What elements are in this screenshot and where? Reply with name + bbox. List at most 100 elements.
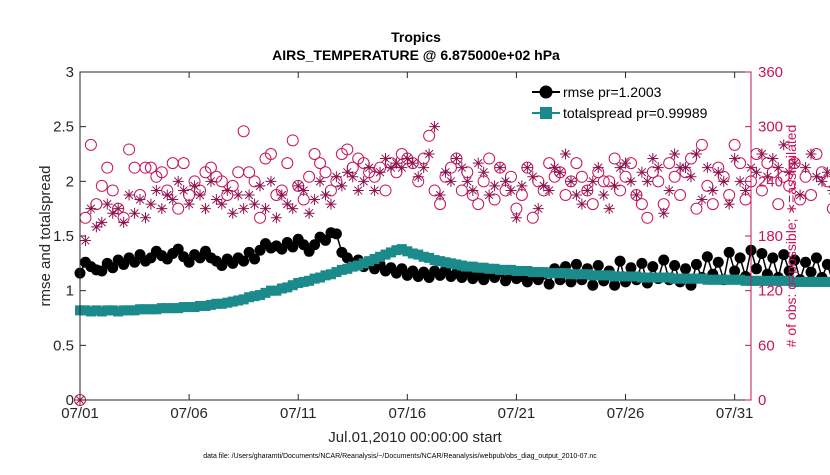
- rmse-point: [636, 258, 647, 269]
- x-tick-label: 07/16: [389, 405, 427, 422]
- rmse-point: [331, 228, 342, 239]
- obs-assimilated-point: [685, 171, 696, 182]
- rmse-point: [702, 251, 713, 262]
- obs-assimilated-point: [347, 171, 358, 182]
- obs-assimilated-point: [729, 153, 740, 164]
- obs-assimilated-point: [227, 208, 238, 219]
- y-right-tick-label: 300: [758, 119, 783, 136]
- obs-assimilated-point: [391, 158, 402, 169]
- obs-assimilated-point: [375, 167, 386, 178]
- obs-assimilated-point: [560, 149, 571, 160]
- obs-assimilated-point: [516, 180, 527, 191]
- obs-possible-point: [691, 203, 702, 214]
- obs-assimilated-point: [282, 199, 293, 210]
- obs-assimilated-point: [615, 162, 626, 173]
- obs-assimilated-point: [707, 185, 718, 196]
- rmse-point: [800, 257, 811, 268]
- rmse-point: [724, 247, 735, 258]
- obs-assimilated-point: [380, 153, 391, 164]
- obs-possible-point: [107, 185, 118, 196]
- obs-assimilated-point: [555, 167, 566, 178]
- obs-assimilated-point: [200, 203, 211, 214]
- obs-assimilated-point: [287, 203, 298, 214]
- obs-possible-point: [173, 203, 184, 214]
- obs-assimilated-point: [647, 153, 658, 164]
- obs-assimilated-point: [489, 180, 500, 191]
- obs-assimilated-point: [609, 180, 620, 191]
- obs-assimilated-point: [342, 167, 353, 178]
- obs-possible-point: [456, 185, 467, 196]
- obs-possible-point: [96, 180, 107, 191]
- obs-assimilated-point: [304, 208, 315, 219]
- obs-assimilated-point: [413, 171, 424, 182]
- legend: rmse pr=1.2003 totalspread pr=0.99989: [528, 78, 746, 124]
- obs-assimilated-point: [456, 162, 467, 173]
- obs-assimilated-point: [467, 185, 478, 196]
- obs-possible-point: [587, 199, 598, 210]
- obs-assimilated-point: [429, 121, 440, 132]
- y-axis-right-label: # of obs: o=possible; ∗=assimilated: [783, 125, 799, 348]
- obs-assimilated-point: [816, 176, 827, 187]
- legend-spread-marker: [540, 107, 552, 119]
- y-left-tick-label: 0: [66, 392, 74, 409]
- obs-possible-point: [642, 212, 653, 223]
- obs-assimilated-point: [811, 171, 822, 182]
- obs-assimilated-point: [418, 162, 429, 173]
- rmse-point: [615, 256, 626, 267]
- obs-assimilated-point: [364, 162, 375, 173]
- obs-assimilated-point: [658, 208, 669, 219]
- obs-assimilated-point: [107, 208, 118, 219]
- obs-possible-point: [304, 171, 315, 182]
- y-left-tick-label: 2.5: [53, 119, 74, 136]
- rmse-point: [593, 260, 604, 271]
- obs-assimilated-point: [238, 203, 249, 214]
- obs-assimilated-point: [407, 158, 418, 169]
- obs-possible-point: [80, 212, 91, 223]
- obs-possible-point: [696, 139, 707, 150]
- obs-assimilated-point: [691, 149, 702, 160]
- obs-possible-point: [615, 185, 626, 196]
- obs-assimilated-point: [669, 149, 680, 160]
- obs-assimilated-point: [445, 176, 456, 187]
- x-tick-label: 07/31: [716, 405, 754, 422]
- obs-assimilated-point: [522, 162, 533, 173]
- obs-assimilated-point: [309, 194, 320, 205]
- obs-possible-point: [527, 212, 538, 223]
- obs-assimilated-point: [255, 180, 266, 191]
- obs-assimilated-point: [184, 199, 195, 210]
- obs-assimilated-point: [587, 176, 598, 187]
- obs-assimilated-point: [740, 185, 751, 196]
- obs-assimilated-point: [118, 217, 129, 228]
- obs-assimilated-point: [500, 176, 511, 187]
- obs-assimilated-point: [538, 180, 549, 191]
- obs-assimilated-point: [402, 153, 413, 164]
- obs-assimilated-point: [265, 176, 276, 187]
- obs-assimilated-point: [440, 167, 451, 178]
- y-left-tick-label: 3: [66, 64, 74, 81]
- rmse-point: [806, 267, 817, 278]
- obs-assimilated-point: [533, 203, 544, 214]
- obs-assimilated-point: [680, 162, 691, 173]
- obs-possible-point: [664, 158, 675, 169]
- y-left-tick-label: 0.5: [53, 337, 74, 354]
- obs-assimilated-point: [222, 185, 233, 196]
- obs-assimilated-point: [653, 162, 664, 173]
- rmse-point: [669, 260, 680, 271]
- legend-rmse-marker: [540, 86, 553, 99]
- plot-marks: [75, 121, 830, 405]
- obs-assimilated-point: [462, 176, 473, 187]
- obs-possible-point: [249, 176, 260, 187]
- obs-possible-point: [178, 158, 189, 169]
- obs-assimilated-point: [151, 185, 162, 196]
- obs-assimilated-point: [620, 158, 631, 169]
- obs-assimilated-point: [113, 203, 124, 214]
- obs-possible-point: [255, 212, 266, 223]
- obs-possible-point: [685, 153, 696, 164]
- obs-assimilated-point: [478, 167, 489, 178]
- obs-assimilated-point: [724, 199, 735, 210]
- y-right-tick-label: 60: [758, 337, 775, 354]
- obs-assimilated-point: [598, 190, 609, 201]
- x-tick-label: 07/06: [170, 405, 208, 422]
- obs-assimilated-point: [293, 180, 304, 191]
- obs-assimilated-point: [91, 221, 102, 232]
